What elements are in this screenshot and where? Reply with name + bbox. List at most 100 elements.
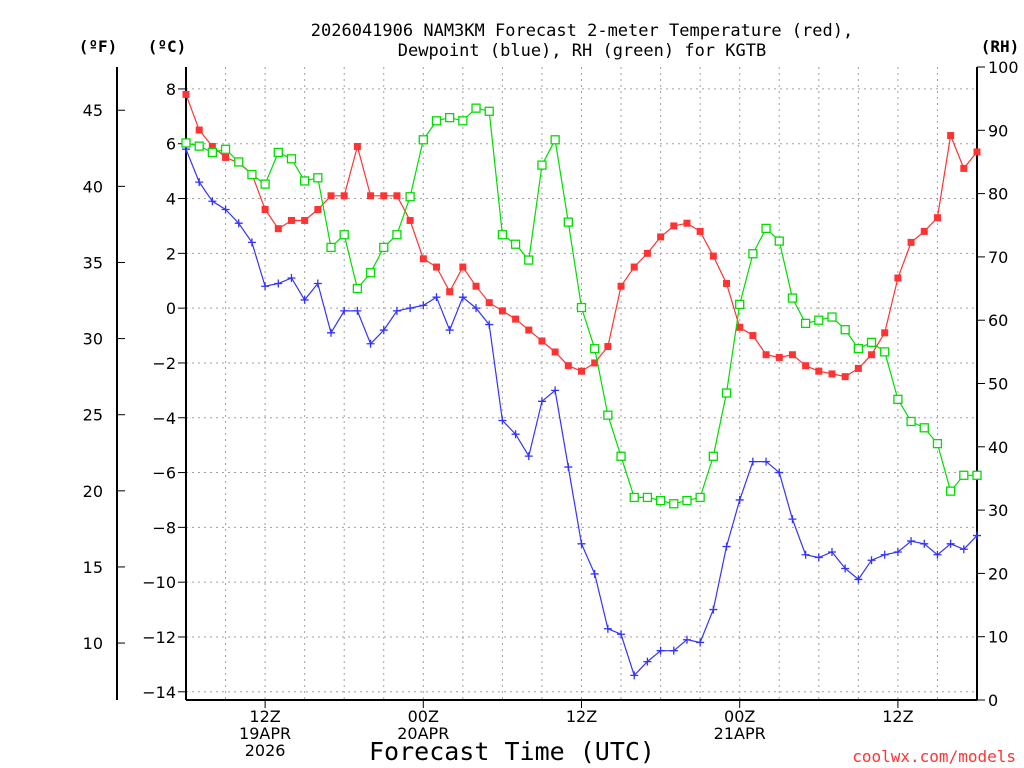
x-tick-label: 21APR [714, 724, 766, 743]
fahrenheit-tick-label: 20 [83, 482, 103, 501]
dewpoint-point [340, 306, 349, 315]
dewpoint-point [590, 569, 599, 578]
dewpoint-point [669, 646, 678, 655]
fahrenheit-tick-label: 25 [83, 406, 103, 425]
dewpoint-point [537, 397, 546, 406]
dewpoint-point [801, 550, 810, 559]
rh-point [945, 486, 956, 496]
rh-point [352, 283, 363, 294]
rh-point [418, 135, 428, 145]
fahrenheit-tick-label: 40 [83, 177, 103, 196]
dewpoint-point [762, 457, 771, 466]
rh-point [590, 344, 600, 354]
temperature-point [736, 323, 744, 331]
rh-point [761, 223, 771, 234]
rh-point [629, 492, 639, 503]
dewpoint-point [709, 605, 718, 614]
dewpoint-point [445, 326, 454, 335]
temperature-point [604, 343, 612, 351]
temperature-point [353, 142, 361, 150]
celsius-tick-label: 8 [166, 80, 176, 99]
celsius-tick-label: −4 [152, 409, 176, 428]
dewpoint-point [748, 457, 757, 466]
dewpoint-point [577, 539, 586, 548]
rh-point [853, 344, 863, 354]
dewpoint-point [208, 197, 217, 206]
celsius-tick-label: 6 [166, 135, 176, 154]
dewpoint-point [907, 537, 916, 546]
dewpoint-point [551, 386, 560, 395]
temperature-point [525, 326, 533, 334]
temperature-point [802, 362, 810, 370]
rh-point [655, 495, 666, 506]
rh-point [220, 144, 231, 154]
rh-point [299, 176, 310, 186]
dewpoint-point [366, 339, 375, 348]
grid [186, 67, 977, 700]
rh-point [774, 236, 784, 246]
rh-tick-label: 60 [988, 311, 1008, 330]
chart-title-line-2: Dewpoint (blue), RH (green) for KGTB [398, 41, 766, 61]
dewpoint-point [814, 553, 823, 562]
temperature-point [419, 255, 427, 263]
rh-point [840, 325, 850, 335]
temperature-point [630, 263, 638, 271]
dewpoint-point [788, 515, 797, 524]
rh-tick-label: 90 [988, 121, 1008, 140]
rh-point [392, 230, 402, 240]
dewpoint-point [841, 564, 850, 573]
rh-point [695, 492, 705, 503]
rh-point [326, 242, 336, 253]
rh-tick-label: 0 [988, 691, 998, 710]
x-tick-label: 00Z [724, 707, 755, 726]
temperature-point [920, 227, 928, 235]
x-tick-label: 00Z [408, 707, 439, 726]
dewpoint-point [511, 430, 520, 439]
rh-point [313, 173, 323, 183]
temperature-point [472, 282, 480, 290]
celsius-tick-label: −12 [142, 628, 176, 647]
temperature-point [274, 225, 282, 233]
rh-point [497, 230, 508, 240]
dewpoint-point [247, 238, 256, 247]
temperature-point [287, 216, 295, 224]
temperature-point [551, 348, 559, 356]
temperature-point [723, 279, 731, 287]
temperature-point [498, 307, 506, 315]
rh-point [682, 495, 692, 506]
dewpoint-point [656, 646, 665, 655]
rh-point [458, 116, 468, 126]
temperature-point [868, 351, 876, 359]
rh-point [800, 318, 811, 329]
rh-point [919, 423, 929, 433]
rh-point [431, 116, 442, 126]
temperature-point [894, 274, 902, 282]
rh-point [445, 112, 455, 123]
rh-point [260, 179, 270, 189]
dewpoint-point [485, 320, 494, 329]
temperature-point [841, 373, 849, 381]
dewpoint-point [221, 205, 230, 214]
temperature-point [815, 367, 823, 375]
fahrenheit-tick-label: 35 [83, 253, 103, 272]
dewpoint-point [827, 548, 836, 557]
rh-point [616, 451, 626, 461]
fahrenheit-tick-label: 10 [83, 634, 103, 653]
dewpoint-point [854, 575, 863, 584]
temperature-point [380, 192, 388, 200]
celsius-tick-label: −8 [152, 518, 176, 537]
celsius-tick-label: −10 [142, 573, 176, 592]
fahrenheit-tick-label: 30 [83, 330, 103, 349]
temperature-point [749, 332, 757, 340]
temperature-point [195, 126, 203, 134]
dewpoint-point [432, 293, 441, 302]
rh-point [972, 470, 982, 480]
rh-point [721, 388, 732, 398]
dewpoint-point [617, 630, 626, 639]
chart-title-line-1: 2026041906 NAM3KM Forecast 2-meter Tempe… [311, 21, 853, 41]
temperature-point [762, 351, 770, 359]
rh-point [959, 470, 969, 480]
rh-point [603, 410, 613, 420]
rh-point [735, 299, 745, 310]
